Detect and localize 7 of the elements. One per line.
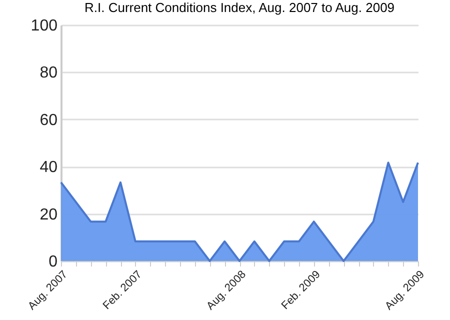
chart-title: R.I. Current Conditions Index, Aug. 2007 to Aug. 2009 xyxy=(84,0,395,15)
y-tick-label: 0 xyxy=(48,254,58,270)
y-tick-label: 20 xyxy=(40,206,58,224)
y-tick-label: 100 xyxy=(30,18,58,34)
y-tick-label: 60 xyxy=(40,112,58,129)
y-tick-label: 80 xyxy=(40,64,58,82)
y-tick-label: 40 xyxy=(40,159,58,176)
